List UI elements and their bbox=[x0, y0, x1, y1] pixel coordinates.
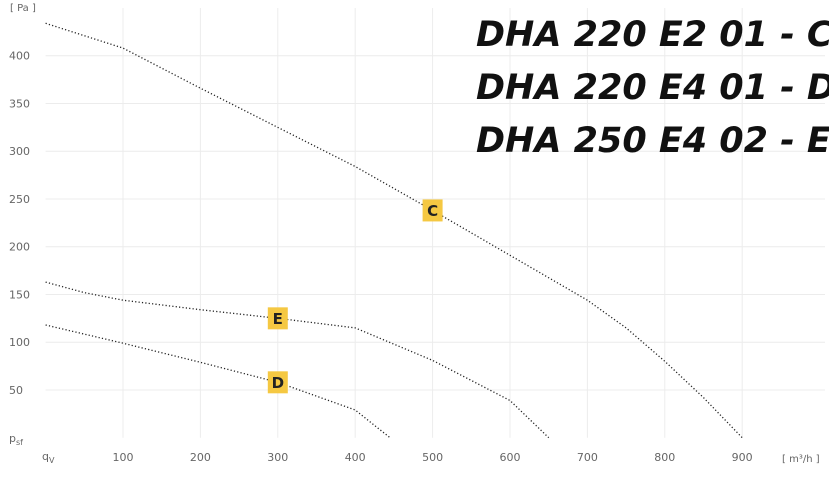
x-tick-label: 300 bbox=[267, 451, 288, 464]
x-tick-label: 400 bbox=[345, 451, 366, 464]
curve bbox=[45, 281, 550, 439]
y-label-main: p bbox=[9, 432, 16, 445]
y-label: psf bbox=[9, 432, 23, 447]
curve-tag-box bbox=[267, 307, 288, 330]
curve-tag-box bbox=[267, 371, 288, 394]
x-label: qV bbox=[42, 450, 55, 465]
y-tick-label: 50 bbox=[9, 384, 23, 397]
y-tick-label: 150 bbox=[9, 288, 30, 301]
x-tick-label: 900 bbox=[732, 451, 753, 464]
y-tick-label: 100 bbox=[9, 336, 30, 349]
y-tick-label: 200 bbox=[9, 241, 30, 254]
curve-tag-box bbox=[422, 199, 443, 222]
model-label: DHA 220 E2 01 - C bbox=[476, 15, 829, 55]
y-tick-label: 350 bbox=[9, 97, 30, 110]
x-tick-label: 800 bbox=[654, 451, 675, 464]
y-tick-label: 400 bbox=[9, 50, 30, 63]
grid bbox=[45, 8, 825, 438]
y-label-sub: sf bbox=[16, 438, 23, 447]
x-tick-label: 700 bbox=[577, 451, 598, 464]
x-label-main: q bbox=[42, 450, 49, 463]
y-unit: [ Pa ] bbox=[10, 3, 36, 14]
model-label: DHA 220 E4 01 - D bbox=[476, 68, 829, 108]
x-label-sub: V bbox=[49, 456, 55, 465]
x-tick-label: 200 bbox=[190, 451, 211, 464]
x-tick-label: 600 bbox=[499, 451, 520, 464]
curve-tag: C bbox=[427, 202, 438, 220]
y-tick-label: 250 bbox=[9, 193, 30, 206]
y-tick-label: 300 bbox=[9, 145, 30, 158]
x-tick-label: 100 bbox=[112, 451, 133, 464]
curve-tag: D bbox=[272, 374, 284, 392]
model-label: DHA 250 E4 02 - E bbox=[476, 121, 829, 161]
x-unit: [ m³/h ] bbox=[782, 454, 820, 465]
curve-tag: E bbox=[273, 310, 283, 328]
x-tick-label: 500 bbox=[422, 451, 443, 464]
